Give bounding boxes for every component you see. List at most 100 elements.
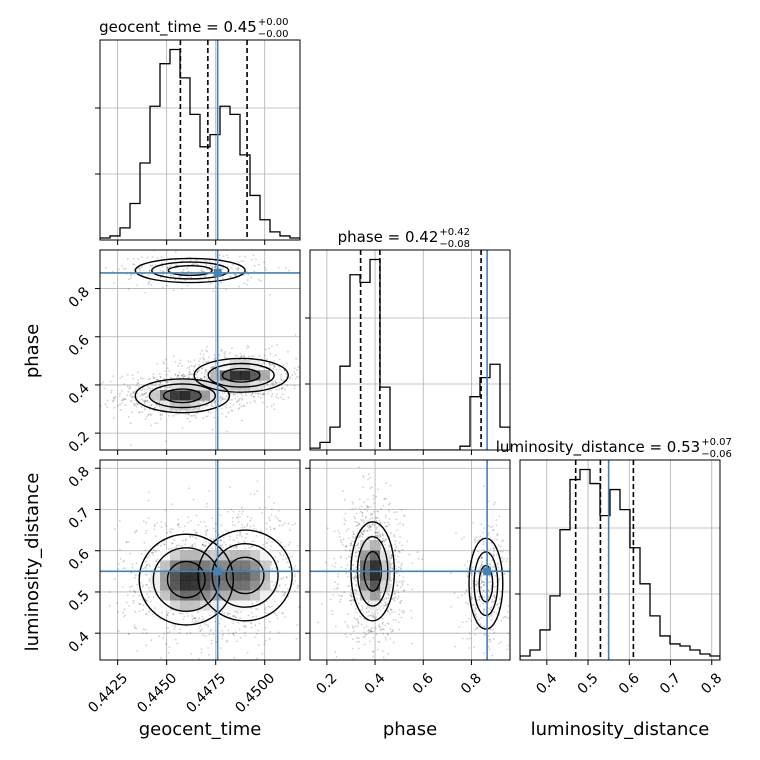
scatter-point (180, 275, 182, 277)
scatter-point (146, 599, 149, 602)
density-cell (360, 590, 371, 601)
scatter-point (211, 517, 213, 519)
scatter-point (174, 373, 177, 375)
scatter-point (351, 508, 354, 510)
scatter-point (368, 473, 370, 476)
scatter-point (350, 542, 352, 545)
scatter-point (293, 575, 296, 578)
scatter-point (342, 544, 344, 546)
scatter-point (161, 286, 164, 288)
scatter-point (362, 486, 365, 488)
scatter-point (117, 568, 120, 570)
scatter-point (370, 630, 373, 633)
title-upper-error: +0.00 (258, 17, 289, 28)
scatter-point (206, 361, 208, 363)
scatter-point (403, 589, 406, 592)
scatter-point (132, 601, 135, 604)
scatter-point (123, 383, 126, 385)
scatter-point (235, 546, 238, 548)
scatter-point (274, 612, 276, 615)
scatter-point (380, 508, 382, 511)
x-tick-label-phase: 0.8 (458, 670, 485, 697)
scatter-point (198, 364, 201, 366)
scatter-point (243, 355, 246, 358)
scatter-point (354, 579, 357, 582)
scatter-point (305, 364, 307, 366)
scatter-point (189, 519, 192, 522)
scatter-point (165, 643, 167, 646)
scatter-point (275, 381, 278, 384)
scatter-point (194, 262, 197, 265)
scatter-point (396, 529, 399, 531)
scatter-point (366, 506, 369, 509)
scatter-point (261, 393, 264, 396)
scatter-point (182, 530, 185, 533)
scatter-point (126, 257, 129, 260)
scatter-point (385, 525, 388, 528)
scatter-point (271, 363, 274, 366)
scatter-point (152, 596, 155, 598)
scatter-point (264, 626, 267, 629)
scatter-point (140, 398, 143, 401)
scatter-point (475, 607, 477, 610)
scatter-point (136, 395, 139, 398)
scatter-point (139, 377, 142, 380)
scatter-point (479, 623, 482, 625)
scatter-point (353, 576, 355, 579)
scatter-point (345, 636, 348, 638)
scatter-point (267, 496, 270, 498)
scatter-point (153, 376, 156, 379)
density-cell (160, 390, 171, 401)
scatter-point (87, 587, 89, 589)
scatter-point (348, 599, 351, 602)
scatter-point (246, 279, 249, 282)
scatter-point (226, 614, 229, 616)
density-cell (160, 570, 171, 581)
scatter-point (360, 518, 363, 521)
scatter-point (192, 365, 195, 367)
scatter-point (467, 602, 469, 605)
scatter-point (249, 519, 252, 522)
scatter-point (283, 545, 286, 548)
density-cell (250, 560, 261, 571)
scatter-point (174, 546, 177, 549)
scatter-point (179, 628, 182, 631)
scatter-point (344, 621, 346, 623)
scatter-point (352, 531, 355, 533)
scatter-point (147, 378, 150, 381)
scatter-point (367, 605, 369, 608)
scatter-point (235, 267, 238, 270)
scatter-point (144, 573, 147, 576)
scatter-point (257, 629, 260, 632)
scatter-point (338, 532, 341, 534)
scatter-point (205, 404, 207, 407)
scatter-point (490, 605, 493, 608)
scatter-point (188, 487, 191, 490)
scatter-point (418, 558, 420, 560)
scatter-point (159, 375, 162, 378)
scatter-point (480, 565, 482, 568)
scatter-point (293, 384, 296, 387)
scatter-point (156, 522, 158, 524)
scatter-point (483, 596, 486, 599)
density-cell (260, 590, 271, 601)
scatter-point (178, 612, 180, 615)
scatter-point (189, 361, 192, 363)
scatter-point (198, 617, 201, 620)
scatter-point (370, 513, 373, 516)
scatter-point (158, 373, 161, 375)
scatter-point (174, 374, 177, 376)
scatter-point (358, 522, 361, 525)
scatter-point (202, 634, 205, 636)
scatter-point (131, 411, 134, 414)
scatter-point (233, 547, 235, 549)
scatter-point (389, 484, 392, 487)
scatter-point (271, 568, 274, 570)
scatter-point (352, 569, 355, 571)
scatter-point (357, 543, 359, 546)
scatter-point (276, 343, 278, 346)
scatter-point (366, 506, 369, 509)
scatter-point (147, 499, 150, 502)
scatter-point (389, 628, 392, 631)
scatter-point (473, 646, 476, 649)
